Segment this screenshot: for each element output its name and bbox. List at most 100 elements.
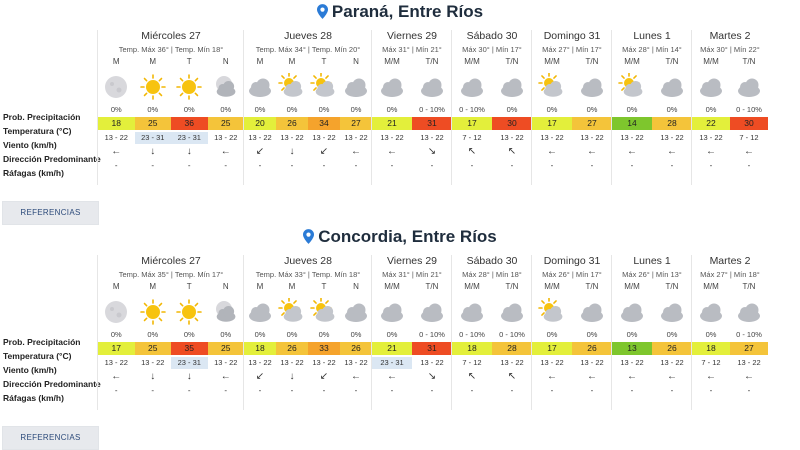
wind-value: 13 - 22 <box>104 133 128 142</box>
gust-value: - <box>187 386 191 395</box>
period-column: T/N 0 - 10% 31 13 - 22 ↘ - <box>412 282 452 410</box>
precipitation-value: 0% <box>220 330 232 339</box>
wind-value: 7 - 12 <box>462 133 482 142</box>
temperature-value: 26 <box>572 342 612 355</box>
day-name: Viernes 29 <box>386 255 437 267</box>
gust-value: - <box>390 161 394 170</box>
precipitation-value: 0% <box>183 330 195 339</box>
wind-value: 13 - 22 <box>737 358 761 367</box>
period-label: T <box>321 57 327 66</box>
period-label: T/N <box>505 282 519 291</box>
references-button[interactable]: REFERENCIAS <box>2 201 99 225</box>
temperature-value: 22 <box>692 117 730 130</box>
period-label: T/N <box>742 282 756 291</box>
gust-value: - <box>151 161 155 170</box>
period-label: M <box>112 282 120 291</box>
temperature-value: 18 <box>452 342 492 355</box>
wind-direction-arrow-icon: ↖ <box>467 146 477 157</box>
gust-value: - <box>224 161 228 170</box>
references-button[interactable]: REFERENCIAS <box>2 426 99 450</box>
precipitation-value: 0% <box>666 330 678 339</box>
gust-value: - <box>290 161 294 170</box>
wind-direction-arrow-icon: ← <box>587 146 597 157</box>
day-column-4: Sábado 30 Máx 30° | Mín 17° M/M 0 - 10% 17 7 … <box>451 30 532 185</box>
precipitation-value: 0% <box>705 330 717 339</box>
precipitation-value: 0% <box>110 105 122 114</box>
cloud-icon <box>246 73 274 106</box>
wind-value: 23 - 31 <box>171 132 208 144</box>
precipitation-value: 0% <box>318 105 330 114</box>
temperature-value: 27 <box>572 117 612 130</box>
period-label: N <box>222 282 229 291</box>
day-temps-summary: Máx 26° | Mín 17° <box>542 270 602 279</box>
period-label: M/M <box>703 282 719 291</box>
gust-value: - <box>670 161 674 170</box>
period-column: M/M 0 - 10% 18 7 - 12 ↖ - <box>452 282 492 410</box>
period-label: T <box>186 57 192 66</box>
gust-value: - <box>510 161 514 170</box>
precipitation-value: 0% <box>705 105 717 114</box>
label-precipitation: Prob. Precipitación <box>3 112 81 122</box>
wind-value: 23 - 31 <box>171 357 208 369</box>
period-label: M/M <box>464 282 480 291</box>
wind-direction-arrow-icon: ↙ <box>255 371 265 382</box>
wind-direction-arrow-icon: ← <box>547 371 557 382</box>
wind-value: 13 - 22 <box>312 358 336 367</box>
period-label: T <box>186 282 192 291</box>
precipitation-value: 0% <box>110 330 122 339</box>
precipitation-value: 0 - 10% <box>419 330 445 339</box>
cloud-icon <box>418 298 446 331</box>
temperature-value: 18 <box>692 342 730 355</box>
sun-cloud-icon <box>310 72 338 106</box>
city-title: Concordia, Entre Ríos <box>0 227 800 249</box>
wind-value: 7 - 12 <box>462 358 482 367</box>
label-wind: Viento (km/h) <box>3 365 57 375</box>
precipitation-value: 0 - 10% <box>419 105 445 114</box>
period-column: N 0% 27 13 - 22 ← - <box>340 57 372 185</box>
period-column: M/M 0% 17 13 - 22 ← - <box>532 282 572 410</box>
wind-value: 13 - 22 <box>280 133 304 142</box>
precipitation-value: 0% <box>220 105 232 114</box>
period-label: T/N <box>425 57 439 66</box>
period-label: T/N <box>505 57 519 66</box>
day-column-3: Viernes 29 Máx 31° | Mín 21° M/M 0% 21 23 - 3… <box>371 255 452 410</box>
period-label: M/M <box>544 282 560 291</box>
temperature-value: 21 <box>372 117 412 130</box>
temperature-value: 18 <box>244 342 276 355</box>
cloud-moon-icon <box>212 73 240 106</box>
temperature-value: 28 <box>652 117 692 130</box>
period-column: T/N 0% 30 13 - 22 ↖ - <box>492 57 532 185</box>
label-direction: Dirección Predominante <box>3 154 101 164</box>
period-label: M <box>256 282 264 291</box>
period-column: N 0% 26 13 - 22 ← - <box>340 282 372 410</box>
wind-direction-arrow-icon: ↙ <box>255 146 265 157</box>
wind-value: 13 - 22 <box>344 133 368 142</box>
temperature-value: 28 <box>492 342 532 355</box>
precipitation-value: 0% <box>546 105 558 114</box>
temperature-value: 13 <box>612 342 652 355</box>
precipitation-value: 0% <box>586 330 598 339</box>
temperature-value: 25 <box>207 342 244 355</box>
period-column: N 0% 25 13 - 22 ← - <box>207 282 244 410</box>
day-name: Domingo 31 <box>543 255 601 267</box>
day-temps-summary: Temp. Máx 33° | Temp. Mín 18° <box>255 270 361 279</box>
wind-value: 13 - 22 <box>660 133 684 142</box>
wind-direction-arrow-icon: ← <box>220 146 231 157</box>
wind-direction-arrow-icon: ← <box>667 371 677 382</box>
wind-direction-arrow-icon: ↘ <box>427 371 437 382</box>
wind-value: 13 - 22 <box>344 358 368 367</box>
period-label: M <box>288 282 296 291</box>
wind-direction-arrow-icon: ↓ <box>186 371 192 382</box>
temperature-value: 17 <box>98 342 135 355</box>
wind-value: 13 - 22 <box>540 358 564 367</box>
period-label: M/M <box>464 57 480 66</box>
period-label: M <box>256 57 264 66</box>
day-name: Viernes 29 <box>386 30 437 42</box>
wind-value: 13 - 22 <box>104 358 128 367</box>
wind-direction-arrow-icon: ← <box>111 371 122 382</box>
row-labels: Prob. Precipitación Temperatura (°C) Vie… <box>3 110 101 180</box>
sun-cloud-icon <box>538 72 566 106</box>
gust-value: - <box>322 161 326 170</box>
period-label: M/M <box>703 57 719 66</box>
wind-direction-arrow-icon: ↓ <box>150 146 156 157</box>
